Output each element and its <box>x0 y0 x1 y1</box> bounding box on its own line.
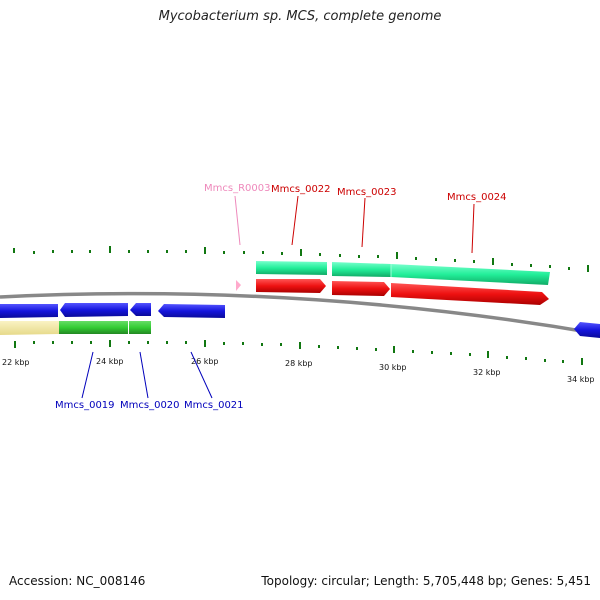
label-Mmcs_0020[interactable]: Mmcs_0020 <box>120 400 180 411</box>
reverse-tick-row <box>14 340 583 365</box>
gene-Mmcs_0024[interactable] <box>391 264 550 285</box>
cds-Mmcs_0022[interactable] <box>256 279 326 293</box>
forward-cds-track <box>236 279 549 305</box>
scale-label-32: 32 kbp <box>473 368 501 377</box>
cds-Mmcs_0024[interactable] <box>391 283 549 305</box>
label-Mmcs_0019[interactable]: Mmcs_0019 <box>55 400 115 411</box>
label-Mmcs_0022[interactable]: Mmcs_0022 <box>271 184 331 195</box>
label-Mmcs_0021[interactable]: Mmcs_0021 <box>184 400 244 411</box>
cds-Mmcs_0023[interactable] <box>332 281 390 296</box>
gene-Mmcs_0020[interactable] <box>129 321 151 334</box>
accession-text: Accession: NC_008146 <box>9 574 146 588</box>
cds-Mmcs_0020[interactable] <box>130 303 151 316</box>
gene-Mmcs_0022[interactable] <box>256 261 327 275</box>
map-title: Mycobacterium sp. MCS, complete genome <box>158 9 442 24</box>
label-Mmcs_0023[interactable]: Mmcs_0023 <box>337 187 397 198</box>
label-leaders <box>81 195 475 399</box>
label-Mmcs_R0003[interactable]: Mmcs_R0003 <box>204 183 270 194</box>
scale-label-30: 30 kbp <box>379 363 407 372</box>
scale-label-22: 22 kbp <box>2 358 30 367</box>
genome-summary-text: Topology: circular; Length: 5,705,448 bp… <box>261 574 591 588</box>
scale-label-24: 24 kbp <box>96 357 124 366</box>
forward-tick-row <box>13 246 589 272</box>
scale-label-26: 26 kbp <box>191 357 219 366</box>
label-Mmcs_0024[interactable]: Mmcs_0024 <box>447 192 507 203</box>
gene-Mmcs_0023[interactable] <box>332 262 391 277</box>
gene-Mmcs_0019[interactable] <box>59 321 128 334</box>
genome-backbone <box>0 291 600 336</box>
cds-Mmcs_0025[interactable] <box>574 322 600 338</box>
cds-Mmcs_0018[interactable] <box>0 304 58 318</box>
scale-labels: 22 kbp 24 kbp 26 kbp 28 kbp 30 kbp 32 kb… <box>2 357 595 384</box>
rna-Mmcs_R0003[interactable] <box>236 280 241 291</box>
reverse-gene-track <box>0 321 151 335</box>
gene-labels: Mmcs_R0003 Mmcs_0022 Mmcs_0023 Mmcs_0024… <box>55 183 507 411</box>
forward-gene-track <box>256 261 550 285</box>
scale-label-28: 28 kbp <box>285 359 313 368</box>
cds-Mmcs_0021[interactable] <box>158 304 225 318</box>
gene-Mmcs_0018[interactable] <box>0 321 59 335</box>
cds-Mmcs_0019[interactable] <box>60 303 128 317</box>
reverse-cds-track <box>0 303 600 338</box>
scale-label-34: 34 kbp <box>567 375 595 384</box>
